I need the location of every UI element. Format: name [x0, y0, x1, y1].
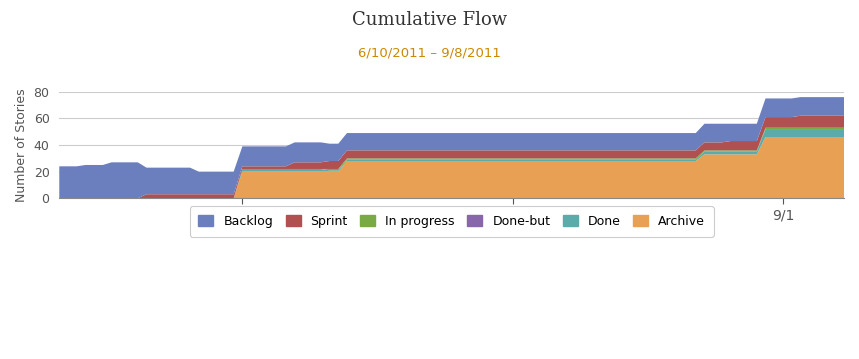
Text: 6/10/2011 – 9/8/2011: 6/10/2011 – 9/8/2011 — [358, 47, 501, 60]
Legend: Backlog, Sprint, In progress, Done-but, Done, Archive: Backlog, Sprint, In progress, Done-but, … — [190, 206, 714, 237]
Text: Cumulative Flow: Cumulative Flow — [352, 11, 507, 29]
Y-axis label: Number of Stories: Number of Stories — [15, 88, 28, 202]
